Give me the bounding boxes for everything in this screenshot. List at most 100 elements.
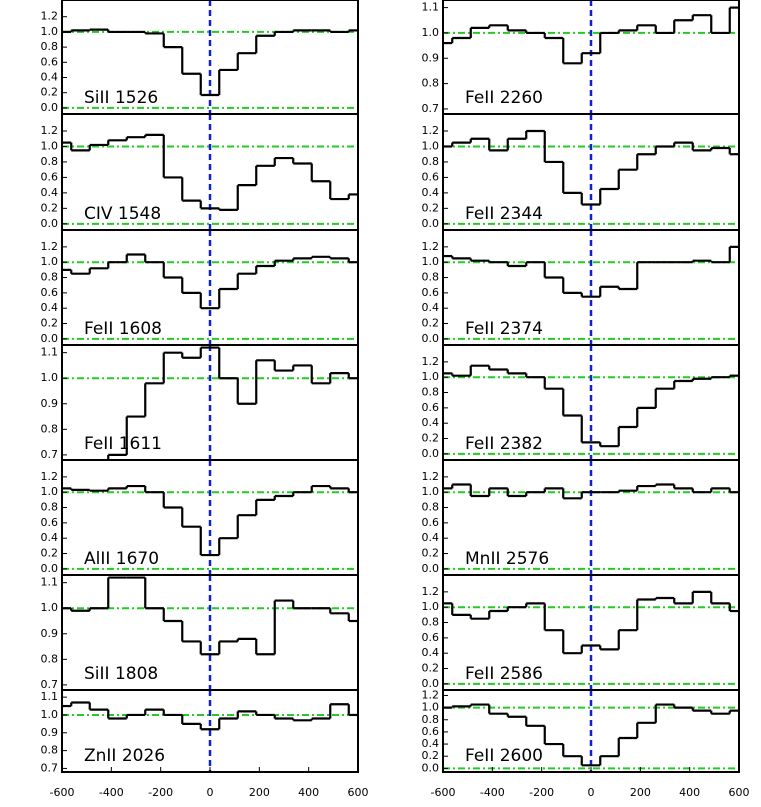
x-tick-label: -400 (99, 786, 124, 799)
y-tick-label: 0.2 (41, 201, 59, 214)
y-tick-label: 1.2 (422, 585, 440, 598)
panel (62, 460, 358, 575)
y-tick-label: 0.7 (422, 102, 440, 115)
y-tick-label: 1.0 (422, 26, 440, 39)
y-tick-label: 0.8 (422, 501, 440, 514)
y-tick-label: 0.8 (41, 652, 59, 665)
y-tick-label: 0.8 (422, 77, 440, 90)
x-tick-label: 200 (249, 786, 270, 799)
y-tick-label: 0.2 (41, 547, 59, 560)
y-tick-label: 0.7 (41, 761, 59, 774)
y-tick-label: 0.8 (41, 422, 59, 435)
y-tick-label: 1.1 (41, 690, 59, 703)
y-tick-label: 0.2 (41, 86, 59, 99)
x-tick-label: 0 (207, 786, 214, 799)
panel (62, 114, 358, 230)
y-tick-label: 0.0 (41, 562, 59, 575)
y-tick-label: 0.7 (41, 448, 59, 461)
panel-label: FeII 2260 (465, 88, 543, 108)
y-tick-label: 0.4 (41, 531, 59, 544)
y-tick-label: 0.6 (41, 170, 59, 183)
y-tick-label: 1.0 (422, 485, 440, 498)
y-tick-label: 0.4 (41, 186, 59, 199)
panel (443, 345, 739, 460)
y-tick-label: 1.2 (422, 470, 440, 483)
y-tick-label: 1.0 (422, 255, 440, 268)
y-tick-label: 0.4 (41, 301, 59, 314)
y-tick-label: 0.9 (41, 627, 59, 640)
y-tick-label: 0.8 (422, 271, 440, 284)
y-tick-label: 1.0 (41, 601, 59, 614)
y-tick-label: 0.8 (41, 271, 59, 284)
y-tick-label: 0.0 (41, 332, 59, 345)
panel (443, 114, 739, 230)
y-tick-label: 1.2 (422, 355, 440, 368)
y-tick-label: 0.8 (41, 40, 59, 53)
panel-label: CIV 1548 (84, 204, 161, 224)
y-tick-label: 0.6 (422, 631, 440, 644)
panel-label: ZnII 2026 (84, 746, 165, 766)
y-tick-label: 0.8 (422, 713, 440, 726)
panel-label: MnII 2576 (465, 549, 549, 569)
x-tick-label: -200 (529, 786, 554, 799)
y-tick-label: 1.2 (422, 124, 440, 137)
y-tick-label: 0.8 (422, 616, 440, 629)
x-tick-label: -200 (148, 786, 173, 799)
x-tick-label: 400 (679, 786, 700, 799)
x-tick-label: 200 (630, 786, 651, 799)
x-tick-label: 600 (348, 786, 369, 799)
x-tick-label: 0 (588, 786, 595, 799)
y-tick-label: 0.4 (422, 737, 440, 750)
y-tick-label: 0.2 (422, 749, 440, 762)
y-tick-label: 0.6 (41, 55, 59, 68)
y-tick-label: 0.6 (422, 401, 440, 414)
y-tick-label: 0.8 (41, 744, 59, 757)
y-tick-label: 1.0 (41, 371, 59, 384)
panel (62, 230, 358, 345)
y-tick-label: 0.0 (422, 562, 440, 575)
y-tick-label: 0.6 (41, 516, 59, 529)
panel-label: FeII 2382 (465, 434, 543, 454)
y-tick-label: 1.0 (422, 370, 440, 383)
y-tick-label: 0.8 (422, 386, 440, 399)
panel-label: FeII 2586 (465, 664, 543, 684)
x-tick-label: -400 (480, 786, 505, 799)
y-tick-label: 0.8 (422, 155, 440, 168)
x-tick-label: -600 (431, 786, 456, 799)
y-tick-label: 1.0 (41, 255, 59, 268)
y-tick-label: 0.9 (41, 397, 59, 410)
y-tick-label: 0.0 (422, 447, 440, 460)
panel-label: FeII 1611 (84, 434, 162, 454)
panel (443, 230, 739, 345)
y-tick-label: 0.0 (41, 217, 59, 230)
y-tick-label: 0.0 (422, 332, 440, 345)
y-tick-label: 1.1 (41, 576, 59, 589)
x-tick-label: -600 (50, 786, 75, 799)
panel (443, 575, 739, 690)
panel (62, 0, 358, 114)
x-tick-label: 600 (729, 786, 750, 799)
y-tick-label: 0.2 (41, 317, 59, 330)
y-tick-label: 0.0 (422, 217, 440, 230)
y-tick-label: 1.0 (41, 485, 59, 498)
y-tick-label: 0.6 (422, 516, 440, 529)
y-tick-label: 0.4 (422, 531, 440, 544)
y-tick-label: 0.2 (422, 432, 440, 445)
y-tick-label: 0.6 (422, 170, 440, 183)
y-tick-label: 0.6 (422, 725, 440, 738)
y-tick-label: 1.0 (422, 600, 440, 613)
y-tick-label: 1.2 (41, 124, 59, 137)
y-tick-label: 0.2 (422, 317, 440, 330)
y-tick-label: 1.0 (422, 139, 440, 152)
y-tick-label: 0.4 (41, 71, 59, 84)
y-tick-label: 0.8 (41, 501, 59, 514)
y-tick-label: 1.2 (41, 10, 59, 23)
y-tick-label: 1.0 (41, 139, 59, 152)
panel-label: FeII 1608 (84, 319, 162, 339)
y-tick-label: 0.2 (422, 547, 440, 560)
panel-label: FeII 2374 (465, 319, 543, 339)
x-tick-label: 400 (298, 786, 319, 799)
y-tick-label: 0.8 (41, 155, 59, 168)
y-tick-label: 1.0 (41, 25, 59, 38)
